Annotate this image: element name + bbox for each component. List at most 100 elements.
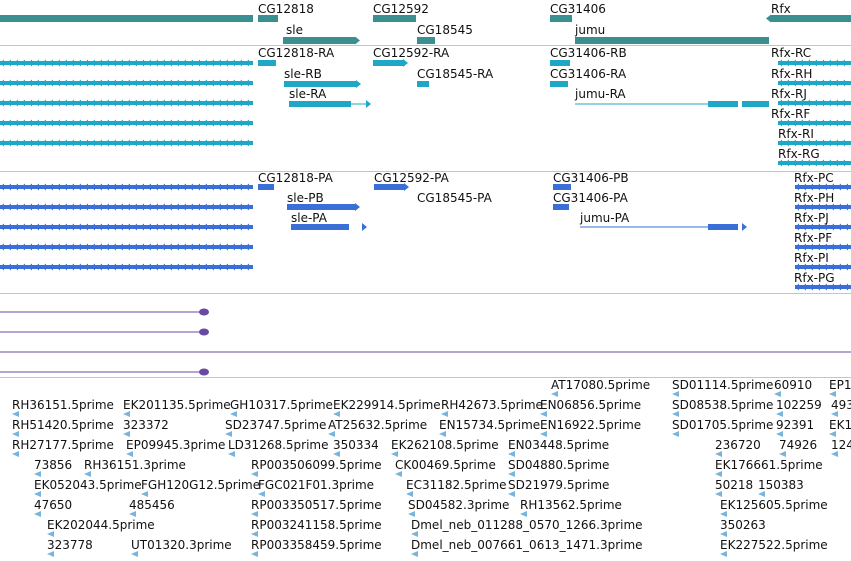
est-glyph[interactable] [225,431,232,437]
transcript-glyph-chevron[interactable] [63,119,67,127]
protein-glyph-chevron[interactable] [28,203,32,211]
protein-glyph-arrow[interactable] [742,223,747,231]
est-glyph[interactable] [508,491,515,497]
transcript-glyph-arrow[interactable] [356,80,361,88]
protein-glyph-chevron[interactable] [105,243,109,251]
protein-glyph-chevron[interactable] [84,243,88,251]
transcript-glyph-chevron[interactable] [7,79,11,87]
protein-glyph-chevron[interactable] [21,183,25,191]
protein-glyph-chevron[interactable] [161,203,165,211]
protein-glyph-chevron[interactable] [133,183,137,191]
protein-glyph-chevron[interactable] [28,243,32,251]
protein-glyph-chevron[interactable] [844,283,848,291]
protein-glyph-chevron[interactable] [133,203,137,211]
transcript-glyph-chevron[interactable] [161,59,165,67]
protein-glyph-chevron[interactable] [823,283,827,291]
transcript-glyph-chevron[interactable] [224,79,228,87]
transcript-glyph-chevron[interactable] [806,139,810,147]
transcript-glyph-chevron[interactable] [77,99,81,107]
transcript-glyph-chevron[interactable] [56,139,60,147]
transcript-glyph-chevron[interactable] [105,99,109,107]
transcript-glyph-chevron[interactable] [792,99,796,107]
protein-glyph-chevron[interactable] [210,223,214,231]
transcript-glyph-chevron[interactable] [210,139,214,147]
est-label[interactable]: 124 [831,438,851,452]
protein-glyph-chevron[interactable] [816,263,820,271]
est-glyph[interactable] [831,451,838,457]
protein-glyph-chevron[interactable] [119,183,123,191]
transcript-glyph-chevron[interactable] [210,119,214,127]
est-glyph[interactable] [715,491,722,497]
transcript-glyph-chevron[interactable] [70,119,74,127]
protein-glyph-chevron[interactable] [77,243,81,251]
protein-glyph-chevron[interactable] [140,263,144,271]
transcript-glyph[interactable] [284,81,356,87]
protein-glyph-chevron[interactable] [63,263,67,271]
transcript-glyph-chevron[interactable] [813,99,817,107]
est-glyph[interactable] [776,431,783,437]
transcript-glyph-chevron[interactable] [35,119,39,127]
transcript-glyph-chevron[interactable] [231,119,235,127]
transcript-glyph-chevron[interactable] [84,59,88,67]
transcript-glyph-chevron[interactable] [56,119,60,127]
transcript-glyph-chevron[interactable] [827,159,831,167]
transcript-glyph-chevron[interactable] [813,79,817,87]
transcript-glyph-chevron[interactable] [189,79,193,87]
transcript-glyph-chevron[interactable] [35,79,39,87]
protein-glyph[interactable] [291,224,349,230]
transcript-glyph-chevron[interactable] [126,119,130,127]
transcript-glyph-chevron[interactable] [91,79,95,87]
protein-glyph-chevron[interactable] [77,183,81,191]
protein-glyph-chevron[interactable] [28,263,32,271]
est-label[interactable]: EN16922.5prime [540,418,642,432]
protein-glyph-arrow[interactable] [362,223,367,231]
transcript-glyph-chevron[interactable] [28,139,32,147]
transcript-glyph-chevron[interactable] [42,119,46,127]
transcript-glyph-chevron[interactable] [147,99,151,107]
transcript-glyph-chevron[interactable] [140,119,144,127]
est-label[interactable]: EK262108.5prime [391,438,499,452]
est-label[interactable]: 47650 [34,498,73,512]
gene-glyph-arrow[interactable] [355,36,360,45]
protein-glyph-chevron[interactable] [147,223,151,231]
protein-glyph-chevron[interactable] [154,243,158,251]
transcript-glyph-chevron[interactable] [238,119,242,127]
gene-glyph[interactable] [258,15,278,22]
transcript-glyph-chevron[interactable] [168,79,172,87]
est-label[interactable]: FGC021F01.3prime [258,478,375,492]
transcript-glyph-chevron[interactable] [0,99,4,107]
protein-glyph-chevron[interactable] [189,223,193,231]
protein-glyph-chevron[interactable] [56,263,60,271]
protein-glyph-chevron[interactable] [245,203,249,211]
est-glyph[interactable] [131,551,138,557]
transcript-glyph-chevron[interactable] [175,119,179,127]
transcript-glyph-chevron[interactable] [778,119,782,127]
transcript-glyph-chevron[interactable] [245,99,249,107]
est-glyph[interactable] [831,411,838,417]
est-label[interactable]: 485456 [129,498,175,512]
transcript-glyph-chevron[interactable] [189,139,193,147]
protein-glyph-chevron[interactable] [14,223,18,231]
protein-glyph-chevron[interactable] [795,183,799,191]
protein-glyph-chevron[interactable] [795,263,799,271]
est-glyph[interactable] [123,411,130,417]
transcript-glyph-chevron[interactable] [77,119,81,127]
transcript-glyph-chevron[interactable] [161,139,165,147]
transcript-glyph-chevron[interactable] [238,99,242,107]
protein-glyph-chevron[interactable] [91,203,95,211]
protein-glyph-chevron[interactable] [63,203,67,211]
protein-glyph-chevron[interactable] [238,243,242,251]
protein-glyph-chevron[interactable] [238,203,242,211]
transcript-glyph-chevron[interactable] [126,79,130,87]
protein-glyph-chevron[interactable] [231,203,235,211]
protein-glyph-arrow[interactable] [355,203,360,211]
protein-glyph-chevron[interactable] [196,223,200,231]
est-glyph[interactable] [776,411,783,417]
est-label[interactable]: 493 [831,398,851,412]
est-label[interactable]: 73856 [34,458,73,472]
est-glyph[interactable] [720,531,727,537]
protein-glyph-chevron[interactable] [816,283,820,291]
est-label[interactable]: 150383 [758,478,804,492]
protein-label[interactable]: Rfx-PC [794,171,834,185]
protein-glyph-chevron[interactable] [802,263,806,271]
